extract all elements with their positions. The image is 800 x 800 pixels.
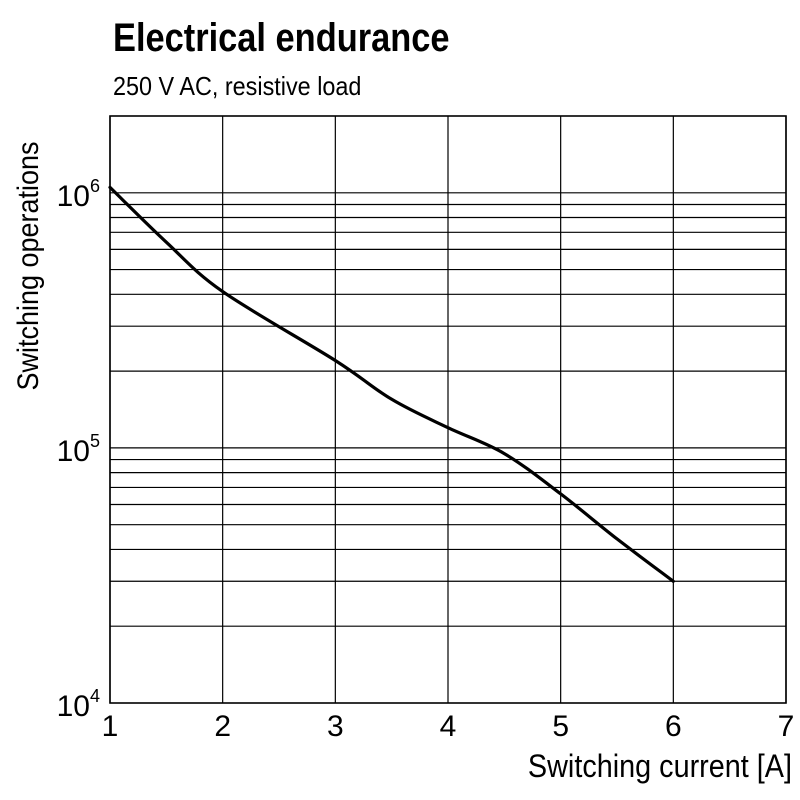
y-tick-labels: 106 105 104 — [57, 176, 100, 723]
endurance-curve — [108, 185, 675, 583]
x-tick-labels: 1 2 3 4 5 6 7 — [102, 710, 795, 743]
x-tick-label: 6 — [665, 710, 682, 743]
chart-subtitle: 250 V AC, resistive load — [113, 71, 362, 101]
x-tick-label: 4 — [440, 710, 457, 743]
plot-frame — [109, 115, 787, 704]
x-tick-label: 2 — [214, 710, 231, 743]
x-tick-label: 7 — [778, 710, 795, 743]
y-tick-label: 106 — [57, 176, 100, 213]
y-axis-label: Switching operations — [12, 142, 46, 391]
y-tick-label: 105 — [57, 431, 100, 468]
x-tick-label: 1 — [102, 710, 119, 743]
x-tick-label: 5 — [552, 710, 569, 743]
series-layer — [108, 185, 675, 583]
x-axis-label: Switching current [A] — [528, 749, 792, 785]
grid-lines — [109, 116, 787, 703]
chart-title: Electrical endurance — [113, 16, 450, 60]
x-tick-label: 3 — [327, 710, 344, 743]
y-tick-label: 104 — [57, 686, 100, 723]
